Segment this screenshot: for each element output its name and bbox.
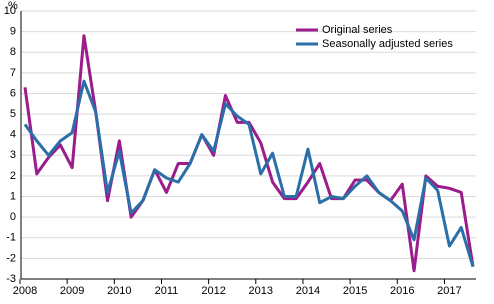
y-tick-label: 10 xyxy=(4,5,16,17)
y-tick-label: 2 xyxy=(10,170,16,182)
y-tick-label: 7 xyxy=(10,67,16,79)
y-tick-label: 8 xyxy=(10,46,16,58)
x-tick-label: 2017 xyxy=(437,285,461,297)
y-tick-label: -2 xyxy=(6,252,16,264)
x-tick-label: 2016 xyxy=(390,285,414,297)
x-tick-label: 2011 xyxy=(155,285,179,297)
y-tick-label: -3 xyxy=(6,273,16,285)
series-line xyxy=(23,34,475,273)
x-tick-label: 2014 xyxy=(296,285,320,297)
x-tick-label: 2013 xyxy=(249,285,273,297)
y-tick-label: 9 xyxy=(10,26,16,38)
y-axis-label: % xyxy=(8,0,18,12)
legend-label: Original series xyxy=(322,24,393,36)
x-tick-label: 2010 xyxy=(107,285,131,297)
y-tick-label: 0 xyxy=(10,211,16,223)
legend-label: Seasonally adjusted series xyxy=(322,38,453,50)
y-tick-label: 5 xyxy=(10,108,16,120)
y-tick-label: -1 xyxy=(6,232,16,244)
series-line xyxy=(23,79,475,268)
x-tick-label: 2008 xyxy=(13,285,37,297)
y-tick-label: 4 xyxy=(10,129,16,141)
y-tick-label: 3 xyxy=(10,149,16,161)
x-tick-label: 2012 xyxy=(201,285,225,297)
y-tick-label: 6 xyxy=(10,87,16,99)
x-tick-label: 2015 xyxy=(343,285,367,297)
x-tick-label: 2009 xyxy=(60,285,84,297)
y-tick-label: 1 xyxy=(10,190,16,202)
